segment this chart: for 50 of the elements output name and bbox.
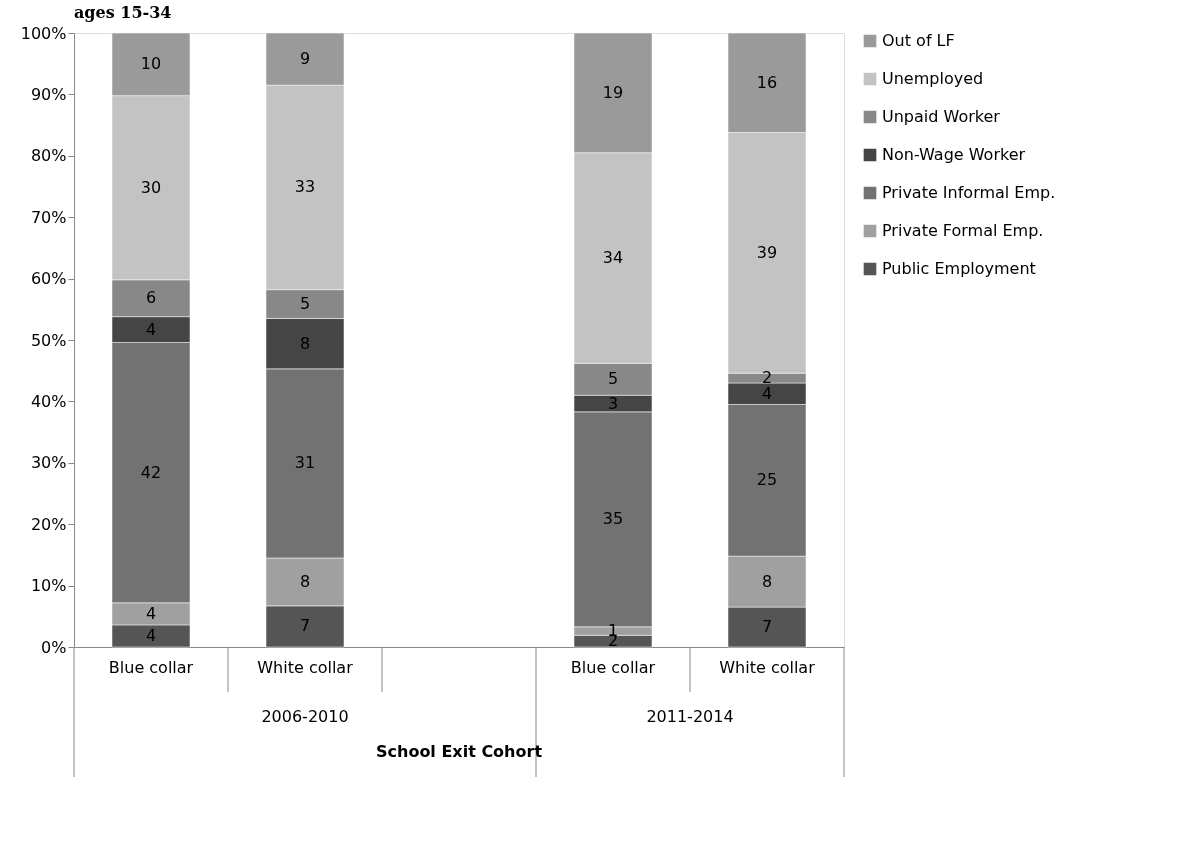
x-tick-label: White collar <box>719 657 816 677</box>
legend-label: Private Informal Emp. <box>882 183 1056 202</box>
data-label: 35 <box>602 509 624 529</box>
data-label: 33 <box>294 177 316 197</box>
data-label: 7 <box>761 617 773 637</box>
data-label: 3 <box>607 393 619 413</box>
x-axis-title: School Exit Cohort <box>375 742 543 761</box>
y-tick-label: 90% <box>30 84 67 104</box>
data-label: 31 <box>294 453 316 473</box>
x-tick-label: White collar <box>257 657 354 677</box>
data-label: 8 <box>761 571 773 591</box>
data-label: 6 <box>145 288 157 308</box>
data-label: 4 <box>145 319 157 339</box>
text: 2006-2010 <box>261 707 349 726</box>
data-label: 10 <box>140 54 162 74</box>
legend-label: Public Employment <box>882 259 1036 278</box>
y-tick-label: 10% <box>30 576 67 596</box>
data-label: 8 <box>299 333 311 353</box>
legend-label: Unemployed <box>882 69 984 88</box>
y-tick-label: 20% <box>30 514 67 534</box>
y-tick-label: 30% <box>30 453 67 473</box>
y-tick-label: 0% <box>41 637 67 657</box>
data-label: 5 <box>299 294 311 314</box>
data-label: 8 <box>299 571 311 591</box>
data-label: 30 <box>140 177 162 197</box>
data-label: 25 <box>756 470 778 490</box>
y-tick-label: 80% <box>30 146 67 166</box>
legend-label: Private Formal Emp. <box>882 221 1044 240</box>
legend-label: Out of LF <box>882 31 955 50</box>
data-label: 16 <box>756 72 778 92</box>
data-label: 39 <box>756 242 778 262</box>
y-tick-label: 60% <box>30 269 67 289</box>
data-label: 4 <box>145 603 157 623</box>
text: 2011-2014 <box>646 707 734 726</box>
y-tick-label: 50% <box>30 330 67 350</box>
x-tick-label: Blue collar <box>570 657 656 677</box>
data-label: 9 <box>299 49 311 69</box>
data-label: 4 <box>145 625 157 645</box>
data-label: 34 <box>602 248 624 268</box>
y-tick-label: 70% <box>30 207 67 227</box>
chart-title: ages 15-34 <box>74 3 172 22</box>
y-tick-label: 100% <box>20 23 67 43</box>
data-label: 7 <box>299 616 311 636</box>
y-tick-label: 40% <box>30 391 67 411</box>
data-label: 42 <box>140 462 162 482</box>
legend-label: Unpaid Worker <box>882 107 1001 126</box>
data-label: 19 <box>602 82 624 102</box>
legend-label: Non-Wage Worker <box>882 145 1026 164</box>
x-tick-label: Blue collar <box>108 657 194 677</box>
data-label: 5 <box>607 369 619 389</box>
